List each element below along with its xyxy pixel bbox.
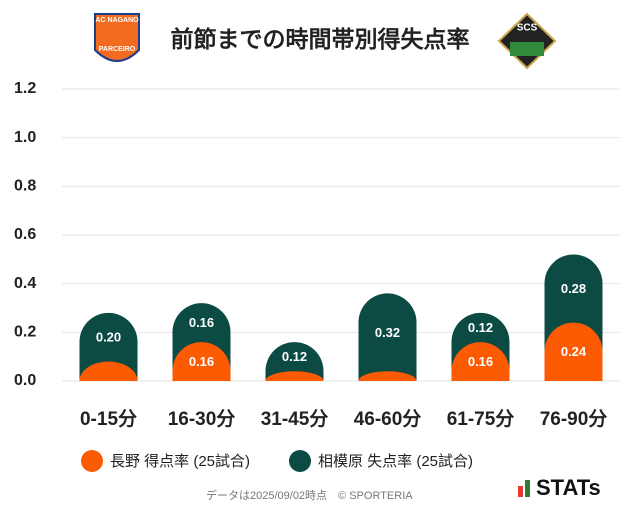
brand-icon <box>525 480 530 497</box>
away-logo-band <box>510 42 544 56</box>
x-tick-label: 76-90分 <box>540 408 608 430</box>
footer: データは2025/09/02時点 © SPORTERIA <box>206 488 413 502</box>
x-tick-label: 61-75分 <box>447 408 515 430</box>
bar-segment <box>172 342 231 381</box>
bar-segment <box>451 342 510 381</box>
bar-segment <box>79 361 138 381</box>
data-label: 0.20 <box>96 330 121 345</box>
home-logo-shield <box>94 13 140 62</box>
bar-segment <box>358 293 417 381</box>
y-tick-label: 1.2 <box>14 80 36 97</box>
data-label: 0.24 <box>561 344 587 359</box>
bar-segment <box>79 312 138 381</box>
x-tick-label: 31-45分 <box>261 408 329 430</box>
y-tick-label: 0.6 <box>14 226 36 243</box>
data-label: 0.12 <box>468 320 493 335</box>
bar-segment <box>265 342 324 381</box>
brand-icon <box>518 486 523 497</box>
data-label: 0.16 <box>189 315 214 330</box>
away-logo: SCS <box>497 12 557 70</box>
y-tick-label: 1.0 <box>14 129 36 146</box>
y-tick-label: 0.4 <box>14 275 36 292</box>
legend-label: 相模原 失点率 (25試合) <box>318 453 473 470</box>
legend-marker <box>81 450 103 472</box>
away-logo-text: SCS <box>517 23 538 34</box>
chart-title: 前節までの時間帯別得失点率 <box>171 26 470 52</box>
x-tick-label: 0-15分 <box>80 408 137 430</box>
data-label: 0.32 <box>375 325 400 340</box>
data-label: 0.28 <box>561 281 586 296</box>
data-label: 0.12 <box>282 349 307 364</box>
home-logo: AC NAGANO PARCEIRO <box>94 13 140 62</box>
home-logo-text: AC NAGANO <box>95 17 139 24</box>
y-tick-label: 0.2 <box>14 324 36 341</box>
y-tick-label: 0.0 <box>14 372 36 389</box>
bar-segment <box>358 371 417 381</box>
bar-segment <box>544 322 603 381</box>
x-tick-label: 16-30分 <box>168 408 236 430</box>
legend-marker <box>289 450 311 472</box>
data-label: 0.16 <box>468 354 493 369</box>
y-tick-label: 0.8 <box>14 178 36 195</box>
bar-segment <box>265 371 324 381</box>
x-tick-label: 46-60分 <box>354 408 422 430</box>
data-label: 0.16 <box>189 354 214 369</box>
brand: STATs <box>536 475 601 500</box>
legend-label: 長野 得点率 (25試合) <box>110 453 250 470</box>
home-logo-text: PARCEIRO <box>99 46 136 53</box>
